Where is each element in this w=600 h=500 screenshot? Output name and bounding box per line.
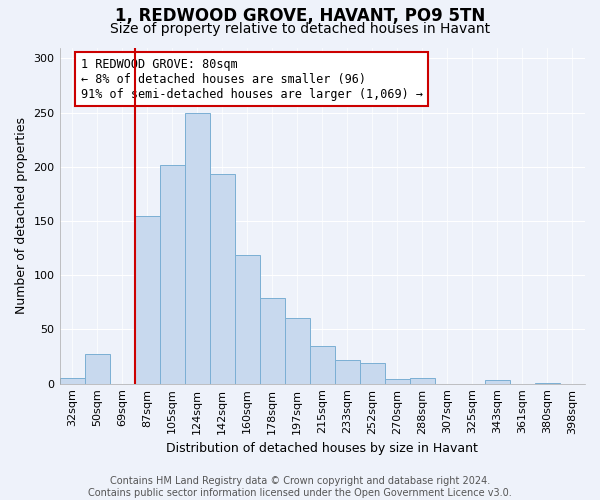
Bar [485,380,510,384]
Bar [185,112,209,384]
Bar [285,318,310,384]
Bar [160,164,185,384]
Bar [59,378,85,384]
Bar [310,346,335,384]
Bar [360,363,385,384]
Bar [235,254,260,384]
Text: 1 REDWOOD GROVE: 80sqm
← 8% of detached houses are smaller (96)
91% of semi-deta: 1 REDWOOD GROVE: 80sqm ← 8% of detached … [80,58,422,100]
X-axis label: Distribution of detached houses by size in Havant: Distribution of detached houses by size … [166,442,478,455]
Bar [385,380,410,384]
Bar [85,354,110,384]
Y-axis label: Number of detached properties: Number of detached properties [15,117,28,314]
Text: Size of property relative to detached houses in Havant: Size of property relative to detached ho… [110,22,490,36]
Bar [134,216,160,384]
Bar [410,378,435,384]
Text: 1, REDWOOD GROVE, HAVANT, PO9 5TN: 1, REDWOOD GROVE, HAVANT, PO9 5TN [115,8,485,26]
Bar [335,360,360,384]
Bar [209,174,235,384]
Text: Contains HM Land Registry data © Crown copyright and database right 2024.
Contai: Contains HM Land Registry data © Crown c… [88,476,512,498]
Bar [535,382,560,384]
Bar [260,298,285,384]
